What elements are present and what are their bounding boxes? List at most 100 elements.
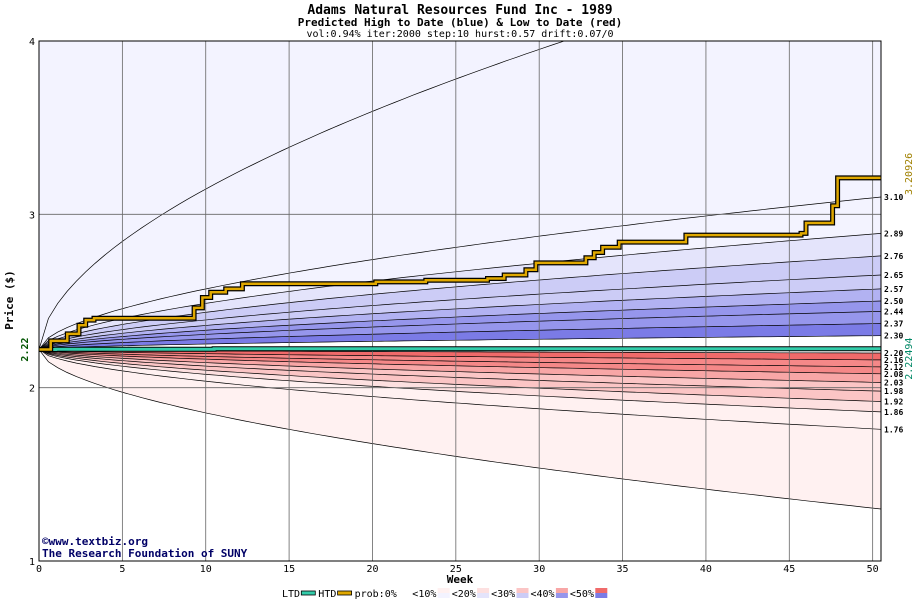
band-upper-1 [39, 197, 881, 350]
band-bottom [39, 349, 881, 561]
band-lower-6 [39, 349, 881, 412]
legend-swatch [595, 588, 608, 593]
legend-swatch [555, 593, 568, 598]
legend-swatch [477, 593, 490, 598]
legend: LTD HTD prob:0% <10% <20% <30% <40% <50% [282, 588, 608, 600]
legend-label: <50% [570, 589, 594, 600]
band-upper-5 [39, 288, 881, 350]
curve-end-label: 2.03 [884, 378, 903, 387]
probability-curves [39, 41, 881, 510]
legend-swatch [398, 593, 411, 598]
band-lower-8 [39, 349, 881, 509]
x-tick-label: 0 [36, 564, 42, 575]
credit-line-2: The Research Foundation of SUNY [42, 547, 248, 560]
curve-end-label: 1.76 [884, 425, 903, 434]
curve-0 [39, 41, 566, 350]
legend-swatch [555, 588, 568, 593]
curve-end-label: 2.16 [884, 356, 903, 365]
curve-8 [39, 323, 881, 350]
y-axis-label: Price ($) [3, 270, 16, 330]
chart-subtitle: Predicted High to Date (blue) & Low to D… [298, 16, 623, 29]
curve-end-label: 3.10 [884, 193, 903, 202]
legend-swatch [300, 590, 316, 596]
curve-19 [39, 349, 881, 510]
x-tick-label: 45 [783, 564, 795, 575]
curve-16 [39, 349, 881, 402]
y-tick-label: 1 [29, 557, 35, 568]
curve-end-labels: 3.10 2.89 2.76 2.65 2.57 2.502.44 2.37 2.30 2.20… [884, 193, 903, 434]
curve-end-label: 2.12 [884, 363, 903, 372]
x-tick-label: 35 [617, 564, 629, 575]
legend-swatch [516, 593, 529, 598]
legend-label: <30% [491, 589, 515, 600]
curve-end-label: 1.98 [884, 387, 903, 396]
band-upper-2 [39, 233, 881, 350]
x-axis-label: Week [447, 573, 474, 586]
band-lower-0 [39, 349, 881, 360]
end-high-label: 3.20926 [904, 153, 915, 195]
curve-end-label: 2.20 [884, 349, 903, 358]
curve-end-label: 1.92 [884, 398, 903, 407]
legend-label: HTD [318, 589, 336, 600]
curve-2 [39, 233, 881, 350]
x-tick-label: 25 [450, 564, 462, 575]
curve-end-label: 1.86 [884, 408, 903, 417]
curve-13 [39, 349, 881, 375]
curve-5 [39, 288, 881, 350]
chart-title: Adams Natural Resources Fund Inc - 1989 [307, 3, 612, 18]
curve-12 [39, 349, 881, 368]
legend-swatch [477, 588, 490, 593]
x-tick-label: 5 [119, 564, 125, 575]
legend-swatch [337, 590, 353, 596]
curve-9 [39, 335, 881, 350]
x-tick-label: 50 [867, 564, 879, 575]
band-upper-3 [39, 255, 881, 350]
ltd-line [39, 347, 881, 351]
band-upper-0 [39, 41, 881, 350]
band-lower-5 [39, 349, 881, 402]
curve-6 [39, 300, 881, 350]
curve-end-label: 2.89 [884, 229, 903, 238]
y-axis-ticks: 1 2 3 4 [29, 37, 35, 568]
x-tick-label: 10 [200, 564, 212, 575]
legend-label: LTD [282, 589, 300, 600]
plot-border [38, 40, 882, 562]
x-tick-label: 15 [283, 564, 295, 575]
curve-end-label: 2.30 [884, 332, 903, 341]
credit-line-1: ©www.textbiz.org [42, 535, 148, 548]
x-tick-label: 20 [366, 564, 378, 575]
legend-swatch [398, 588, 411, 593]
curve-17 [39, 349, 881, 413]
y-tick-label: 2 [29, 384, 35, 395]
curve-end-label: 2.08 [884, 370, 903, 379]
band-lower-1 [39, 349, 881, 367]
curve-end-label: 2.65 [884, 271, 903, 280]
probability-bands [39, 41, 881, 561]
curve-18 [39, 349, 881, 430]
legend-label: prob:0% [355, 589, 397, 600]
series-lines [39, 175, 881, 352]
chart-params: vol:0.94% iter:2000 step:10 hurst:0.57 d… [306, 29, 613, 40]
band-upper-7 [39, 311, 881, 350]
start-price-label: 2.22 [20, 337, 31, 361]
curve-1 [39, 196, 881, 350]
x-tick-label: 30 [533, 564, 545, 575]
band-lower-7 [39, 349, 881, 430]
x-axis-ticks: 0 5 10 15 20 25 30 35 40 45 50 [36, 564, 879, 575]
curve-end-label: 2.76 [884, 252, 903, 261]
htd-line [39, 176, 881, 351]
legend-label: <40% [531, 589, 555, 600]
curve-end-label: 2.37 [884, 320, 903, 329]
band-lower-2 [39, 349, 881, 374]
legend-swatch [437, 593, 450, 598]
y-tick-label: 4 [29, 37, 35, 48]
legend-swatch [516, 588, 529, 593]
curve-end-label: 2.57 [884, 285, 903, 294]
curve-end-label: 2.44 [884, 307, 903, 316]
curve-11 [39, 349, 881, 361]
legend-label: <20% [452, 589, 476, 600]
legend-label: <10% [412, 589, 436, 600]
band-lower-4 [39, 349, 881, 392]
legend-swatch [595, 593, 608, 598]
